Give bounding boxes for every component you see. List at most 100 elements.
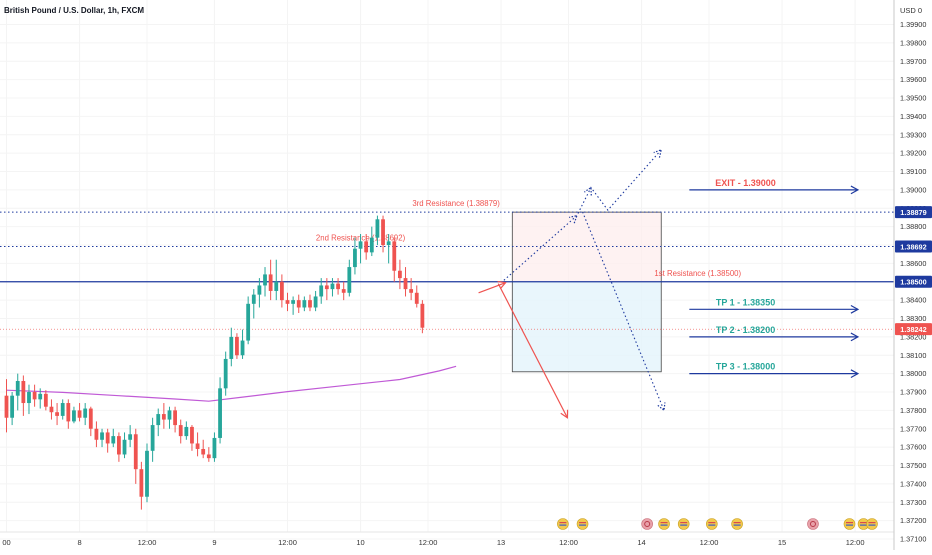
candle-body[interactable] (55, 412, 59, 416)
us-flag-event-icon[interactable] (576, 518, 589, 530)
candle-body[interactable] (105, 432, 110, 444)
candle-body[interactable] (302, 300, 307, 308)
candle-body[interactable] (43, 393, 48, 407)
candle-body[interactable] (139, 469, 144, 497)
candle-body[interactable] (386, 241, 391, 246)
candle-body[interactable] (60, 403, 65, 416)
candle-body[interactable] (72, 410, 76, 422)
candle-body[interactable] (161, 414, 166, 420)
candle-body[interactable] (319, 285, 324, 297)
candle-body[interactable] (313, 296, 318, 308)
us-flag-event-icon[interactable] (843, 518, 856, 530)
candle-body[interactable] (133, 434, 138, 470)
candle-body[interactable] (414, 292, 419, 304)
candle-body[interactable] (128, 434, 133, 440)
us-flag-event-icon[interactable] (731, 518, 743, 530)
candle-body[interactable] (27, 392, 31, 404)
axis-currency-label[interactable]: USD 0 (900, 6, 922, 15)
us-flag-event-icon[interactable] (866, 518, 878, 530)
position-box-risk-zone[interactable] (512, 212, 662, 282)
us-flag-event-icon[interactable] (706, 518, 718, 530)
candle-body[interactable] (324, 285, 329, 290)
position-box-reward-zone[interactable] (512, 281, 662, 372)
candle-body[interactable] (296, 300, 301, 308)
projection-arrows[interactable] (478, 148, 666, 419)
candle-body[interactable] (122, 439, 127, 455)
us-flag-event-icon[interactable] (677, 518, 690, 530)
candle-body[interactable] (94, 428, 99, 440)
candle-body[interactable] (358, 241, 363, 249)
candle-body[interactable] (145, 450, 149, 497)
candle-body[interactable] (38, 393, 43, 400)
candle-body[interactable] (353, 248, 357, 268)
target-arrows[interactable]: EXIT - 1.39000 TP 1 - 1.38350 TP 2 - 1.382… (689, 178, 860, 378)
candle-body[interactable] (201, 448, 206, 455)
candle-body[interactable] (66, 403, 71, 422)
candle-body[interactable] (364, 241, 369, 253)
candle-body[interactable] (32, 392, 37, 400)
candle-body[interactable] (111, 436, 116, 444)
candle-body[interactable] (21, 380, 26, 404)
projection-arrow-line[interactable] (497, 283, 568, 419)
us-flag-event-icon[interactable] (557, 518, 569, 530)
candle-body[interactable] (218, 388, 222, 438)
candle-body[interactable] (375, 219, 380, 238)
candle-body[interactable] (15, 380, 20, 396)
candle-body[interactable] (212, 437, 217, 459)
candle-body[interactable] (150, 425, 155, 451)
candle-body[interactable] (49, 406, 54, 413)
candle-body[interactable] (279, 281, 284, 301)
gb-flag-event-icon[interactable] (807, 518, 819, 530)
candle-body[interactable] (195, 443, 200, 449)
candle-body[interactable] (308, 300, 312, 308)
candle-body[interactable] (77, 410, 82, 418)
candle-body[interactable] (184, 426, 189, 437)
candle-body[interactable] (167, 410, 172, 420)
candle-body[interactable] (246, 303, 251, 341)
candle-body[interactable] (173, 410, 177, 426)
candle-body[interactable] (341, 289, 346, 293)
candles[interactable] (4, 215, 425, 510)
candle-body[interactable] (235, 336, 239, 356)
gb-flag-event-icon[interactable] (641, 518, 653, 530)
projection-arrow-line[interactable] (478, 282, 506, 294)
candle-body[interactable] (223, 358, 228, 389)
candle-body[interactable] (268, 274, 273, 291)
position-box[interactable] (511, 211, 662, 373)
candle-body[interactable] (347, 267, 352, 293)
candle-body[interactable] (178, 425, 183, 437)
candle-body[interactable] (240, 340, 245, 356)
candle-body[interactable] (156, 414, 161, 426)
candle-body[interactable] (263, 274, 267, 286)
projection-dotted-path[interactable] (503, 149, 662, 281)
candle-body[interactable] (420, 303, 425, 328)
candle-body[interactable] (392, 241, 397, 271)
candle-body[interactable] (190, 426, 194, 444)
candle-body[interactable] (369, 237, 374, 253)
candle-body[interactable] (206, 454, 211, 459)
candle-body[interactable] (10, 395, 15, 418)
candle-body[interactable] (83, 408, 88, 418)
economic-events[interactable] (557, 518, 878, 530)
us-flag-event-icon[interactable] (658, 518, 670, 530)
candle-body[interactable] (117, 436, 121, 455)
candle-body[interactable] (291, 300, 296, 304)
candle-body[interactable] (409, 289, 414, 293)
price-axis[interactable]: USD 0 1.39900 1.39800 1.39700 1.39600 1.3950… (893, 0, 932, 550)
candle-body[interactable] (336, 283, 340, 290)
candle-body[interactable] (257, 285, 262, 295)
candle-body[interactable] (274, 281, 279, 291)
candle-body[interactable] (330, 283, 335, 290)
candle-body[interactable] (251, 294, 256, 304)
candle-body[interactable] (381, 219, 385, 246)
candle-body[interactable] (285, 300, 290, 304)
candle-body[interactable] (398, 270, 402, 279)
time-axis[interactable]: 00 8 12:00 9 12:00 10 12:00 13 12:00 14 12:00 15 12:… (0, 531, 894, 547)
candle-body[interactable] (229, 336, 234, 359)
candle-body[interactable] (88, 408, 93, 429)
candle-body[interactable] (100, 432, 104, 440)
position-box-outline[interactable] (511, 211, 662, 373)
candle-body[interactable] (4, 395, 9, 418)
